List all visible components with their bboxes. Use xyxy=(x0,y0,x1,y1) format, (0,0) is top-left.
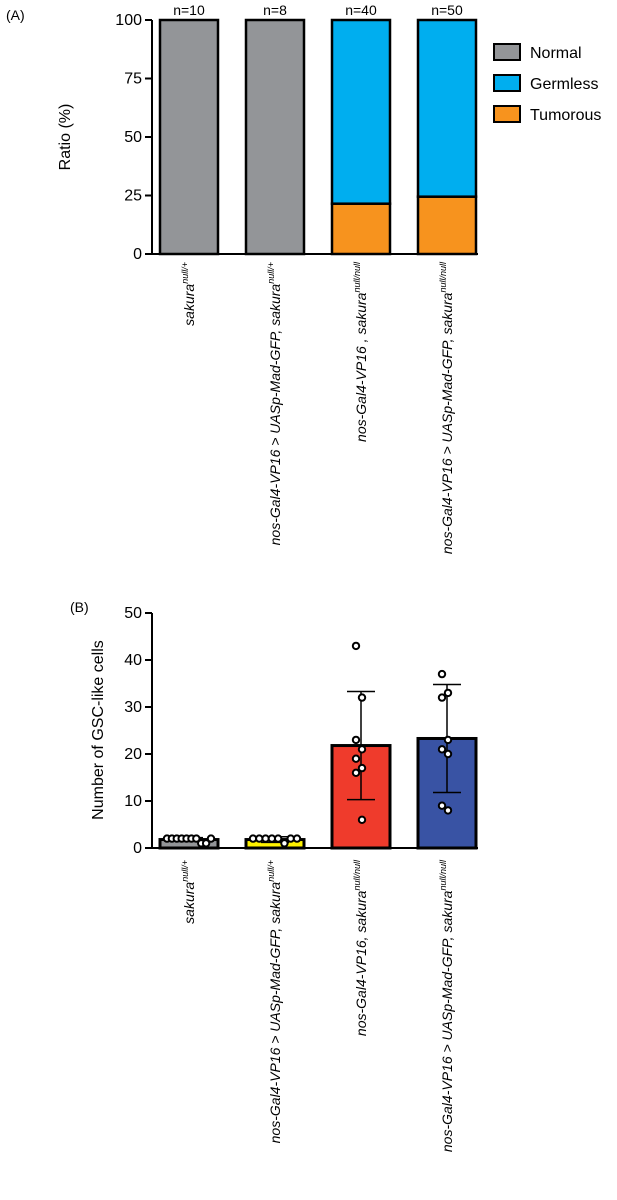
a-n-label-1: n=8 xyxy=(263,2,287,18)
legend-label-germless: Germless xyxy=(530,76,598,93)
b-y-tick-label-5: 50 xyxy=(124,605,142,622)
a-y-tick-label-0: 0 xyxy=(133,246,142,263)
a-y-tick-label-1: 25 xyxy=(124,188,142,205)
legend-swatch-germless xyxy=(493,74,521,92)
a-y-tick-label-4: 100 xyxy=(115,12,142,29)
b-point-2-6 xyxy=(351,768,361,777)
legend-label-tumorous: Tumorous xyxy=(530,107,601,124)
b-point-1-5 xyxy=(280,839,289,848)
b-point-3-5 xyxy=(443,749,453,759)
legend-swatch-normal xyxy=(493,43,521,61)
chart-b: 0 10 20 30 40 50 Number of GSC-like cells sakur… xyxy=(90,605,478,1152)
b-category-label-1: nos-Gal4-VP16 > UASp-Mad-GFP, sakuranull… xyxy=(266,860,283,1143)
b-y-tick-label-4: 40 xyxy=(124,652,142,669)
b-point-3-1 xyxy=(443,688,453,698)
b-point-2-3 xyxy=(357,745,367,754)
b-point-2-1 xyxy=(357,693,367,702)
b-point-0-8 xyxy=(201,839,211,848)
b-point-2-5 xyxy=(357,763,367,773)
b-category-label-0: sakuranull/+ xyxy=(180,860,197,924)
b-point-3-7 xyxy=(443,806,453,815)
b-point-0-6 xyxy=(192,834,201,843)
b-point-3-4 xyxy=(437,745,447,754)
a-n-label-0: n=10 xyxy=(173,2,205,18)
panel-b-label: (B) xyxy=(70,599,89,615)
b-point-3-2 xyxy=(437,693,447,702)
b-point-3-0 xyxy=(437,669,447,679)
a-y-tick-label-3: 75 xyxy=(124,71,142,88)
b-category-label-3: nos-Gal4-VP16 > UASp-Mad-GFP, sakuranull… xyxy=(438,859,455,1152)
a-category-label-1: nos-Gal4-VP16 > UASp-Mad-GFP, sakuranull… xyxy=(266,262,283,545)
b-point-0-9 xyxy=(206,834,216,843)
b-y-axis-title: Number of GSC-like cells xyxy=(90,640,107,820)
a-y-tick-label-2: 50 xyxy=(124,129,142,146)
b-point-2-4 xyxy=(351,754,361,763)
b-point-2-2 xyxy=(351,735,361,745)
a-category-label-0: sakuranull/+ xyxy=(180,262,197,326)
legend-label-normal: Normal xyxy=(530,45,582,62)
b-y-tick-label-0: 0 xyxy=(133,840,142,857)
b-point-3-3 xyxy=(443,735,453,745)
b-point-2-7 xyxy=(357,815,367,824)
a-category-label-3: nos-Gal4-VP16 > UASp-Mad-GFP, sakuranull… xyxy=(438,261,455,554)
b-y-tick-label-1: 10 xyxy=(124,793,142,810)
chart-a: 0 25 50 75 100 Ratio (%) n=10 sakuranull/+ n=8 no… xyxy=(57,2,478,554)
b-point-3-6 xyxy=(437,801,447,810)
b-point-1-7 xyxy=(292,834,302,843)
chart-a-legend: Normal Germless Tumorous xyxy=(493,43,601,124)
legend-swatch-tumorous xyxy=(493,105,521,123)
panel-a-label: (A) xyxy=(6,7,25,23)
a-bar-tumorous-3 xyxy=(416,195,478,256)
b-y-tick-label-2: 20 xyxy=(124,746,142,763)
b-category-label-2: nos-Gal4-VP16, sakuranull/null xyxy=(352,859,369,1036)
a-bar-tumorous-2 xyxy=(330,202,392,256)
a-n-label-2: n=40 xyxy=(345,2,377,18)
a-y-axis-title: Ratio (%) xyxy=(57,104,74,171)
a-bar-normal-1 xyxy=(244,18,306,256)
a-n-label-3: n=50 xyxy=(431,2,463,18)
a-category-label-2: nos-Gal4-VP16 , sakuranull/null xyxy=(352,261,369,442)
a-bar-germless-2 xyxy=(330,18,392,205)
b-point-1-4 xyxy=(273,834,283,843)
a-bar-germless-3 xyxy=(416,18,478,198)
b-point-2-0 xyxy=(351,641,361,651)
b-y-tick-label-3: 30 xyxy=(124,699,142,716)
a-bar-normal-0 xyxy=(158,18,220,256)
